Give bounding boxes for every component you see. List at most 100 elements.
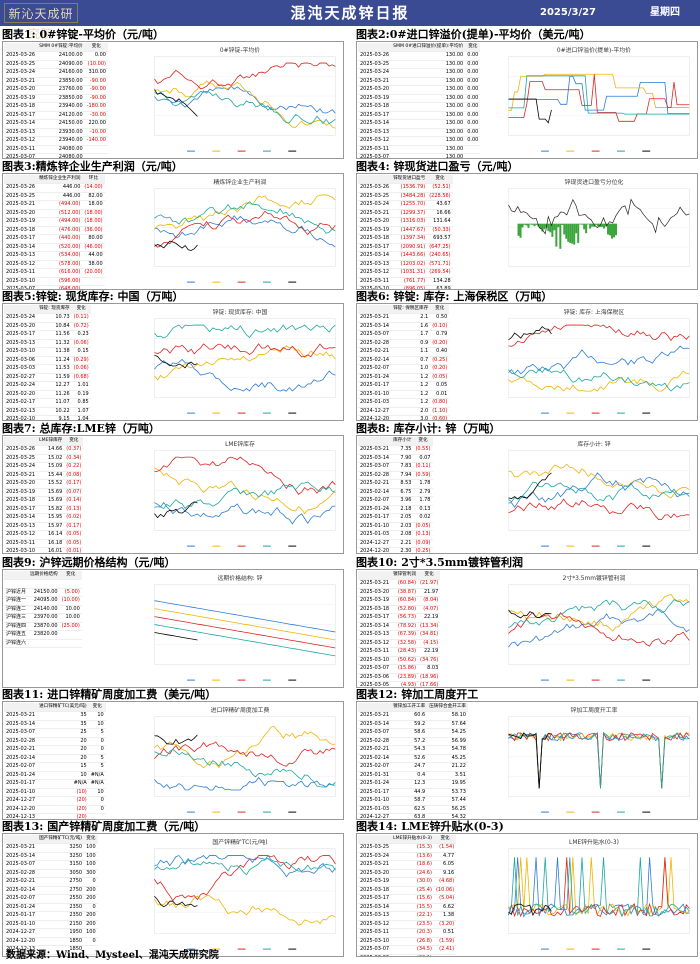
- series-line: [508, 593, 690, 632]
- row-value: 43.67: [427, 200, 453, 210]
- row-value: [82, 277, 105, 286]
- series-line: [154, 855, 336, 878]
- profit-bar: [567, 223, 570, 242]
- profit-bar: [517, 223, 520, 236]
- row-date: 2025-03-24: [358, 852, 392, 861]
- row-value: (78.92): [391, 622, 419, 631]
- table-row: 2025-03-17 15.82 (0.13): [4, 505, 84, 514]
- row-date: 2025-03-24: [4, 68, 38, 78]
- profit-bar: [555, 223, 558, 247]
- row-value: (2090.91): [391, 243, 428, 252]
- table-row: 2025-03-11 (616.00) (20.00): [4, 268, 105, 278]
- table-header: 变化: [84, 43, 108, 52]
- row-date: 2025-03-10: [4, 347, 38, 357]
- panel-title: 图表2:0#进口锌溢价(提单)-平均价（美元/吨）: [356, 28, 591, 41]
- trend-chart: 库存小计: 锌: [493, 437, 695, 552]
- series-line: [508, 472, 690, 508]
- row-value: (520.00): [37, 243, 83, 252]
- series-line: [154, 215, 336, 248]
- row-value: 25: [37, 728, 89, 738]
- row-value: (2.41): [433, 945, 457, 955]
- row-date: 2025-02-07: [4, 894, 38, 904]
- report-weekday: 星期四: [650, 7, 680, 18]
- row-value: 0.7: [391, 356, 431, 365]
- series-line: [154, 741, 336, 767]
- series-line: [508, 498, 690, 520]
- table-row: 2025-02-28 3050 300: [4, 869, 98, 878]
- row-value: [28, 579, 60, 589]
- row-date: 2025-03-14: [4, 243, 38, 252]
- chart-panel: 锌锭: 保税区库存 变化 2025-03-21 2.1 0.50 2025-03-14 1.…: [356, 303, 698, 421]
- row-value: 130.00: [391, 145, 466, 154]
- row-date: 2025-03-13: [4, 522, 38, 531]
- table-row: 2025-03-21 2.1 0.50: [358, 313, 450, 323]
- row-value: 0: [88, 796, 106, 806]
- row-date: 2024-12-27: [358, 539, 392, 548]
- row-date: 2025-03-14: [358, 622, 392, 631]
- profit-bar: [587, 223, 590, 225]
- row-value: 1.38: [433, 911, 457, 921]
- row-value: 16.14: [37, 530, 65, 540]
- row-value: 3.96: [391, 496, 414, 506]
- row-value: -90.00: [84, 77, 108, 86]
- row-value: 2.05: [391, 513, 414, 523]
- row-value: 24080.00: [37, 153, 85, 158]
- row-value: (0.59): [413, 471, 433, 480]
- row-value: (32.58): [391, 639, 419, 648]
- row-value: (0.22): [64, 462, 84, 472]
- row-value: 11.53: [37, 364, 72, 374]
- profit-bar: [571, 223, 574, 244]
- series-line: [154, 80, 336, 129]
- trend-chart: 2寸*3.5mm镀锌管利润: [493, 571, 695, 686]
- series-line: [154, 62, 336, 90]
- table-row: 2025-03-18 130.00 0.00: [358, 102, 481, 112]
- row-value: 10: [88, 720, 106, 729]
- table-row: 2025-03-12 (32.58) (4.15): [358, 639, 441, 648]
- table-header: [4, 703, 38, 712]
- profit-bar: [551, 223, 554, 237]
- table-row: 2025-01-10 2150 200: [4, 920, 98, 929]
- chart-title: 0#进口锌溢价(提单)-平均价: [557, 46, 631, 54]
- row-value: 8.03: [418, 664, 441, 674]
- row-value: 24100.00: [37, 51, 85, 61]
- table-row: 2025-03-13 (534.00) 44.00: [4, 251, 105, 261]
- table-row: 2025-03-07 24080.00: [4, 153, 108, 158]
- table-header: [4, 43, 38, 52]
- row-value: (34.5): [391, 945, 434, 955]
- row-value: 1950: [37, 928, 85, 938]
- panel-title: 图表9: 沪锌远期价格结构（元/吨）: [2, 556, 176, 569]
- row-value: (15.6): [391, 894, 434, 904]
- table-row: 2025-03-12 (1031.31) (269.54): [358, 268, 453, 278]
- series-line: [154, 776, 336, 791]
- row-date: 2025-03-20: [4, 209, 38, 218]
- panel-title: 图表1: 0#锌锭-平均价（元/吨）: [2, 28, 164, 41]
- row-value: (648.00): [37, 285, 83, 289]
- row-value: 1.07: [71, 407, 91, 416]
- data-table: 镀锌管利润 变化 2025-03-21 (60.84) (21.97) 2025-03-2…: [358, 571, 441, 687]
- table-row: 2025-03-25 24090.00 (10.00): [4, 60, 108, 69]
- row-value: [465, 153, 481, 158]
- trend-chart: 锌锭: 现货库存: 中国: [139, 305, 341, 419]
- row-value: 0.13: [413, 505, 433, 514]
- row-value: 0.51: [433, 928, 457, 938]
- row-value: (34.81): [418, 630, 441, 640]
- row-value: [465, 145, 481, 154]
- profit-bar: [601, 223, 604, 227]
- row-value: 80.00: [82, 234, 105, 244]
- row-date: 2025-03-11: [358, 145, 392, 154]
- chart-panel: 精炼锌企业生产利润 环比 2025-03-26 446.00 (14.00) 2025-0…: [2, 173, 344, 290]
- row-value: (3484.28): [391, 192, 428, 201]
- row-value: 130.00: [391, 119, 466, 129]
- row-date: 2025-01-17: [4, 911, 38, 921]
- table-header: 环比: [82, 175, 105, 184]
- row-value: (1031.31): [391, 268, 428, 278]
- panel-title: 图表6: 锌锭: 库存: 上海保税区（万吨）: [356, 290, 553, 303]
- row-value: 20: [37, 745, 89, 755]
- row-value: 23970.00: [28, 613, 60, 623]
- row-value: 0.01: [430, 390, 450, 399]
- row-date: 沪锌连二: [4, 605, 29, 614]
- table-row: 2025-03-07 7.83 (0.11): [358, 462, 433, 472]
- table-row: 2025-03-06 (23.89) (18.96): [358, 673, 441, 682]
- row-value: (0.05): [430, 373, 450, 382]
- row-value: 7.35: [391, 445, 414, 455]
